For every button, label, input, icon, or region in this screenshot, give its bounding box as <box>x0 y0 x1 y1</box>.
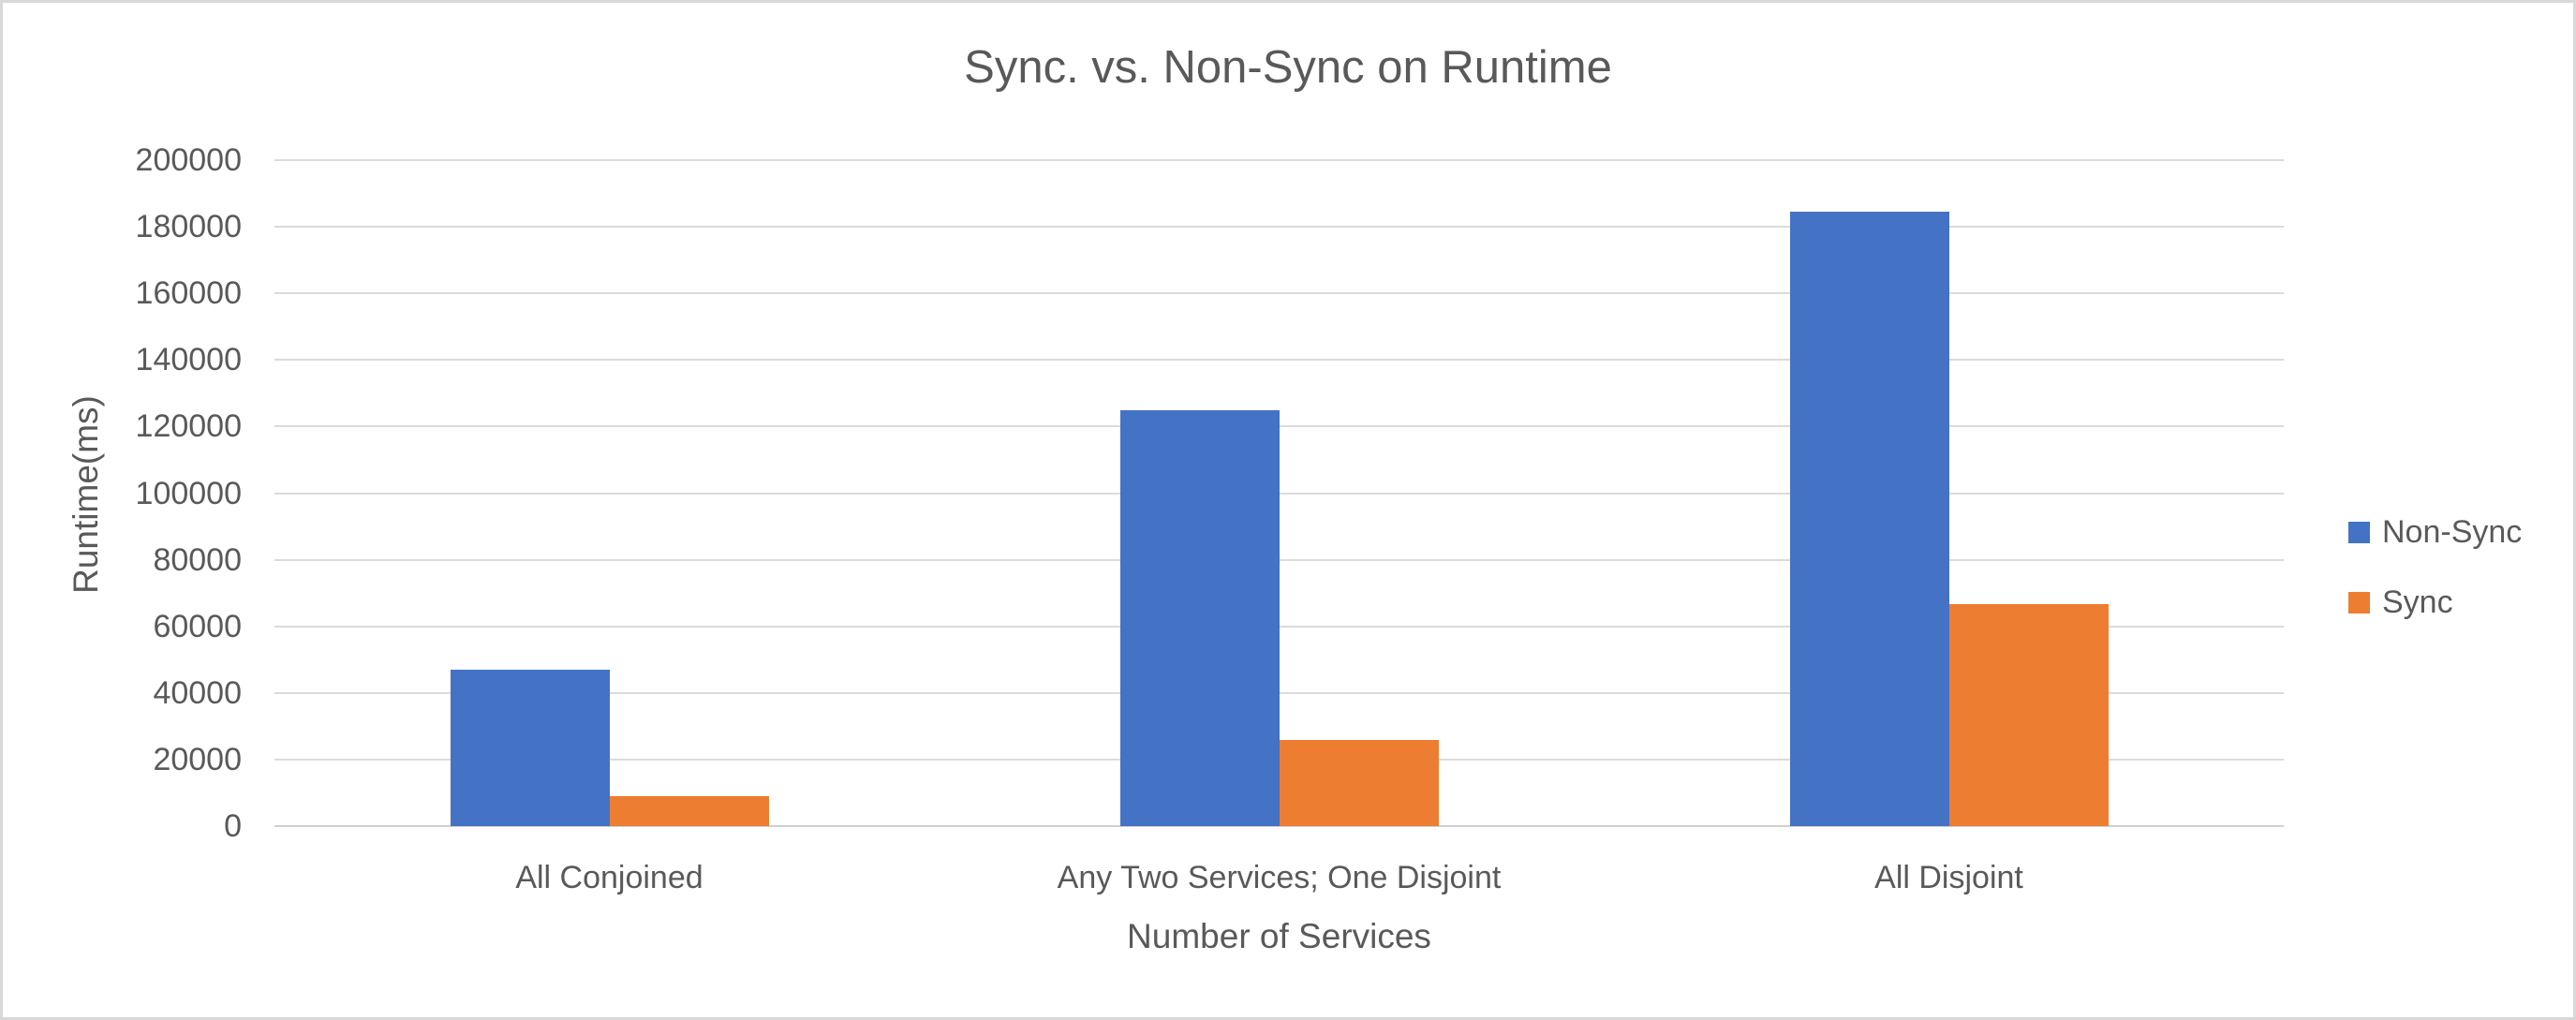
bar-group-all-disjoint <box>1614 160 2284 826</box>
bar-sync-all-disjoint <box>1948 604 2109 826</box>
bar-non-sync-any-two-services-one-disjoint <box>1119 409 1280 826</box>
bar-groups <box>274 160 2284 826</box>
gridline <box>274 425 2284 428</box>
gridline <box>274 625 2284 628</box>
y-tick-label: 80000 <box>153 541 242 578</box>
chart-title: Sync. vs. Non-Sync on Runtime <box>964 42 1612 93</box>
x-axis-category-labels: All Conjoined Any Two Services; One Disjo… <box>274 857 2284 898</box>
legend-label-non-sync: Non-Sync <box>2382 514 2523 550</box>
bar-group-any-two-services-one-disjoint <box>944 160 1614 826</box>
legend-item-sync: Sync <box>2348 584 2522 620</box>
category-label-all-disjoint: All Disjoint <box>1874 860 2023 895</box>
x-axis-title: Number of Services <box>1127 917 1431 955</box>
y-tick-label: 180000 <box>135 209 242 245</box>
y-tick-label: 120000 <box>135 408 242 445</box>
gridline <box>274 292 2284 295</box>
gridline <box>274 492 2284 495</box>
y-tick-label: 0 <box>224 808 242 844</box>
gridline <box>274 691 2284 694</box>
y-tick-label: 40000 <box>153 674 242 711</box>
y-tick-label: 140000 <box>135 342 242 378</box>
bar-sync-any-two-services-one-disjoint <box>1279 739 1439 826</box>
legend: Non-Sync Sync <box>2348 514 2522 620</box>
gridline <box>274 558 2284 561</box>
plot-area <box>274 159 2284 827</box>
gridline <box>274 226 2284 229</box>
y-tick-label: 160000 <box>135 275 242 312</box>
y-axis-ticks: 0 20000 40000 60000 80000 100000 120000 140000 1… <box>3 144 242 842</box>
gridline <box>274 359 2284 362</box>
legend-swatch-icon-non-sync <box>2348 521 2370 543</box>
x-axis-line <box>274 825 2284 827</box>
legend-item-non-sync: Non-Sync <box>2348 514 2522 550</box>
category-label-all-conjoined: All Conjoined <box>515 860 703 895</box>
bar-group-all-conjoined <box>274 160 944 826</box>
y-tick-label: 20000 <box>153 741 242 777</box>
bar-non-sync-all-disjoint <box>1789 212 1949 826</box>
y-tick-label: 60000 <box>153 608 242 644</box>
legend-label-sync: Sync <box>2382 584 2453 620</box>
gridline <box>274 159 2284 161</box>
y-tick-label: 200000 <box>135 142 242 178</box>
category-label-any-two-services-one-disjoint: Any Two Services; One Disjoint <box>1057 860 1502 895</box>
bar-sync-all-conjoined <box>609 796 769 826</box>
legend-swatch-icon-sync <box>2348 591 2370 613</box>
bar-non-sync-all-conjoined <box>450 669 610 826</box>
y-tick-label: 100000 <box>135 475 242 511</box>
